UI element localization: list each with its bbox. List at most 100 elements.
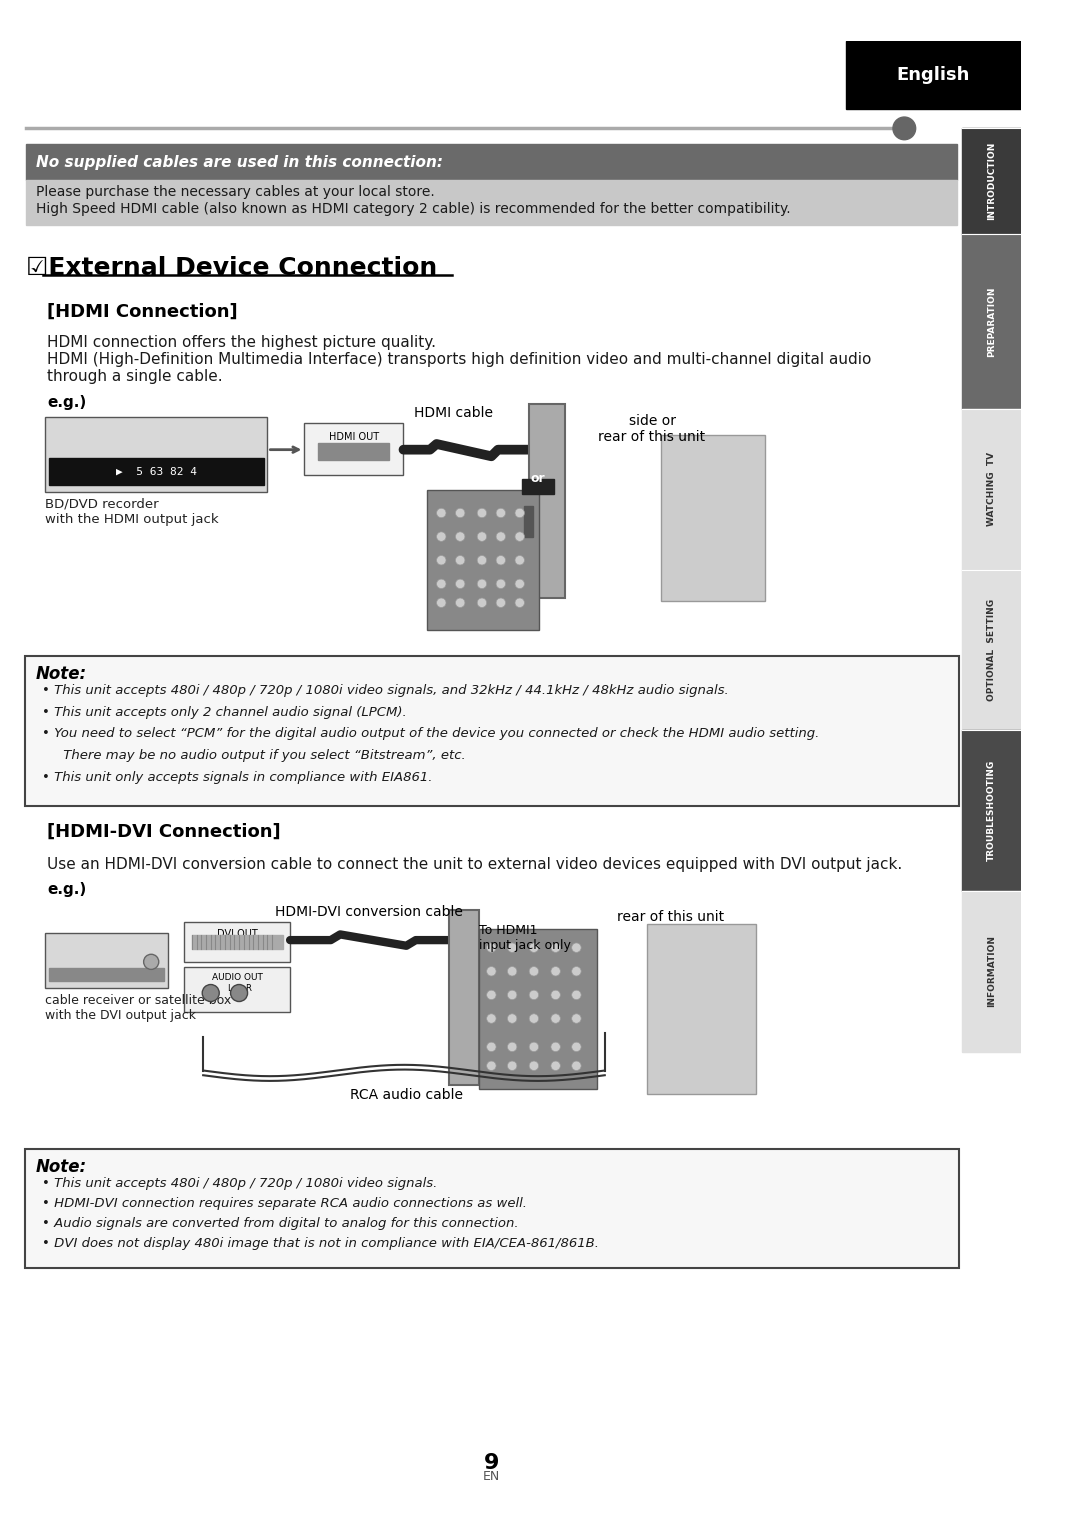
Text: PREPARATION: PREPARATION <box>987 287 996 357</box>
Circle shape <box>529 1061 539 1071</box>
Circle shape <box>496 598 505 607</box>
Circle shape <box>477 555 487 565</box>
Circle shape <box>508 943 517 952</box>
Circle shape <box>202 984 219 1001</box>
Circle shape <box>529 943 539 952</box>
Bar <box>962 409 1021 569</box>
Circle shape <box>487 943 496 952</box>
Circle shape <box>477 580 487 589</box>
Bar <box>427 490 539 630</box>
Bar <box>45 417 268 493</box>
Circle shape <box>144 954 159 969</box>
Bar <box>846 41 1021 108</box>
Circle shape <box>571 1042 581 1051</box>
Circle shape <box>436 508 446 517</box>
Text: No supplied cables are used in this connection:: No supplied cables are used in this conn… <box>36 156 443 169</box>
Text: or: or <box>530 473 545 485</box>
Circle shape <box>551 1013 561 1024</box>
Circle shape <box>487 1061 496 1071</box>
Text: TROUBLESHOOTING: TROUBLESHOOTING <box>987 760 996 861</box>
Bar <box>647 925 756 1094</box>
Text: HDMI cable: HDMI cable <box>414 406 494 420</box>
Circle shape <box>571 966 581 977</box>
Circle shape <box>571 1061 581 1071</box>
Circle shape <box>456 533 464 542</box>
Text: • DVI does not display 480i image that is not in compliance with EIA/CEA-861/861: • DVI does not display 480i image that i… <box>41 1236 598 1250</box>
Circle shape <box>529 966 539 977</box>
Circle shape <box>529 990 539 1000</box>
Bar <box>305 423 404 475</box>
Circle shape <box>487 1042 496 1051</box>
Circle shape <box>551 1061 561 1071</box>
Circle shape <box>515 533 525 542</box>
Bar <box>185 966 291 1012</box>
Circle shape <box>529 1042 539 1051</box>
Bar <box>26 145 957 180</box>
FancyBboxPatch shape <box>25 656 959 806</box>
Bar <box>962 128 1021 233</box>
Circle shape <box>571 1013 581 1024</box>
Text: L: L <box>227 984 232 992</box>
Circle shape <box>496 580 505 589</box>
Text: There may be no audio output if you select “Bitstream”, etc.: There may be no audio output if you sele… <box>41 749 465 761</box>
Text: • HDMI-DVI connection requires separate RCA audio connections as well.: • HDMI-DVI connection requires separate … <box>41 1196 527 1210</box>
Circle shape <box>487 1013 496 1024</box>
Circle shape <box>508 990 517 1000</box>
Bar <box>522 479 554 494</box>
Circle shape <box>508 1061 517 1071</box>
Bar <box>524 507 532 537</box>
Text: [HDMI-DVI Connection]: [HDMI-DVI Connection] <box>48 823 281 841</box>
Text: cable receiver or satellite box
with the DVI output jack: cable receiver or satellite box with the… <box>45 993 231 1022</box>
Text: DVI OUT: DVI OUT <box>217 929 257 938</box>
Bar <box>192 935 283 949</box>
Bar <box>529 404 565 598</box>
Bar <box>26 180 957 224</box>
Circle shape <box>515 508 525 517</box>
Circle shape <box>508 1042 517 1051</box>
Circle shape <box>456 555 464 565</box>
Text: INTRODUCTION: INTRODUCTION <box>987 142 996 220</box>
Circle shape <box>571 990 581 1000</box>
Text: • Audio signals are converted from digital to analog for this connection.: • Audio signals are converted from digit… <box>41 1216 518 1230</box>
Bar <box>480 929 597 1090</box>
Bar <box>661 435 766 601</box>
Text: HDMI OUT: HDMI OUT <box>328 432 379 441</box>
Bar <box>449 909 480 1085</box>
Bar <box>319 443 389 459</box>
Text: • This unit accepts 480i / 480p / 720p / 1080i video signals.: • This unit accepts 480i / 480p / 720p /… <box>41 1177 437 1190</box>
Circle shape <box>893 118 916 140</box>
Circle shape <box>508 1013 517 1024</box>
FancyBboxPatch shape <box>25 1149 959 1268</box>
Circle shape <box>551 990 561 1000</box>
Circle shape <box>456 508 464 517</box>
Circle shape <box>477 533 487 542</box>
Text: HDMI-DVI conversion cable: HDMI-DVI conversion cable <box>274 905 462 919</box>
Circle shape <box>456 598 464 607</box>
Bar <box>962 731 1021 891</box>
Text: ☑External Device Connection: ☑External Device Connection <box>26 256 437 279</box>
Text: Use an HDMI-DVI conversion cable to connect the unit to external video devices e: Use an HDMI-DVI conversion cable to conn… <box>48 858 903 871</box>
Text: e.g.): e.g.) <box>48 395 86 410</box>
Text: • This unit only accepts signals in compliance with EIA861.: • This unit only accepts signals in comp… <box>41 771 432 784</box>
Text: HDMI (High-Definition Multimedia Interface) transports high definition video and: HDMI (High-Definition Multimedia Interfa… <box>48 353 872 368</box>
Circle shape <box>496 508 505 517</box>
Text: English: English <box>896 66 970 84</box>
Circle shape <box>515 580 525 589</box>
Circle shape <box>436 598 446 607</box>
Circle shape <box>230 984 247 1001</box>
Text: • This unit accepts 480i / 480p / 720p / 1080i video signals, and 32kHz / 44.1kH: • This unit accepts 480i / 480p / 720p /… <box>41 684 728 697</box>
Circle shape <box>515 598 525 607</box>
Text: through a single cable.: through a single cable. <box>48 369 222 385</box>
Text: To HDMI1
input jack only: To HDMI1 input jack only <box>480 925 571 952</box>
Text: rear of this unit: rear of this unit <box>618 909 725 923</box>
Circle shape <box>571 943 581 952</box>
Text: • This unit accepts only 2 channel audio signal (LPCM).: • This unit accepts only 2 channel audio… <box>41 705 406 719</box>
Bar <box>45 934 168 989</box>
Text: High Speed HDMI cable (also known as HDMI category 2 cable) is recommended for t: High Speed HDMI cable (also known as HDM… <box>36 201 791 215</box>
Circle shape <box>487 990 496 1000</box>
Circle shape <box>508 966 517 977</box>
Text: Note:: Note: <box>36 665 87 684</box>
Bar <box>185 922 291 961</box>
Text: EN: EN <box>483 1470 500 1483</box>
Circle shape <box>496 533 505 542</box>
